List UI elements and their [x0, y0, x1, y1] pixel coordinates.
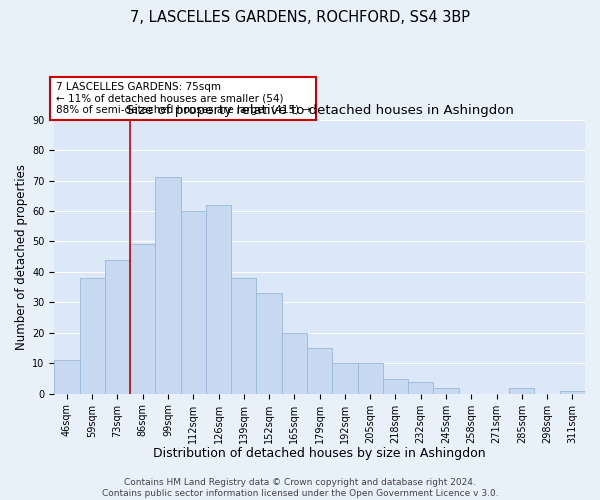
Bar — [181, 211, 206, 394]
Bar — [54, 360, 80, 394]
Bar — [231, 278, 256, 394]
Bar — [307, 348, 332, 394]
Text: 7 LASCELLES GARDENS: 75sqm
← 11% of detached houses are smaller (54)
88% of semi: 7 LASCELLES GARDENS: 75sqm ← 11% of deta… — [56, 82, 311, 115]
Bar — [433, 388, 458, 394]
Bar — [509, 388, 535, 394]
Bar — [105, 260, 130, 394]
Bar — [256, 293, 282, 394]
Bar — [80, 278, 105, 394]
Bar — [332, 364, 358, 394]
Bar — [130, 244, 155, 394]
X-axis label: Distribution of detached houses by size in Ashingdon: Distribution of detached houses by size … — [154, 447, 486, 460]
Text: 7, LASCELLES GARDENS, ROCHFORD, SS4 3BP: 7, LASCELLES GARDENS, ROCHFORD, SS4 3BP — [130, 10, 470, 25]
Bar — [155, 178, 181, 394]
Bar — [358, 364, 383, 394]
Title: Size of property relative to detached houses in Ashingdon: Size of property relative to detached ho… — [125, 104, 514, 117]
Text: Contains HM Land Registry data © Crown copyright and database right 2024.
Contai: Contains HM Land Registry data © Crown c… — [101, 478, 499, 498]
Bar — [206, 205, 231, 394]
Bar — [560, 390, 585, 394]
Bar — [282, 333, 307, 394]
Bar — [383, 378, 408, 394]
Bar — [408, 382, 433, 394]
Y-axis label: Number of detached properties: Number of detached properties — [15, 164, 28, 350]
